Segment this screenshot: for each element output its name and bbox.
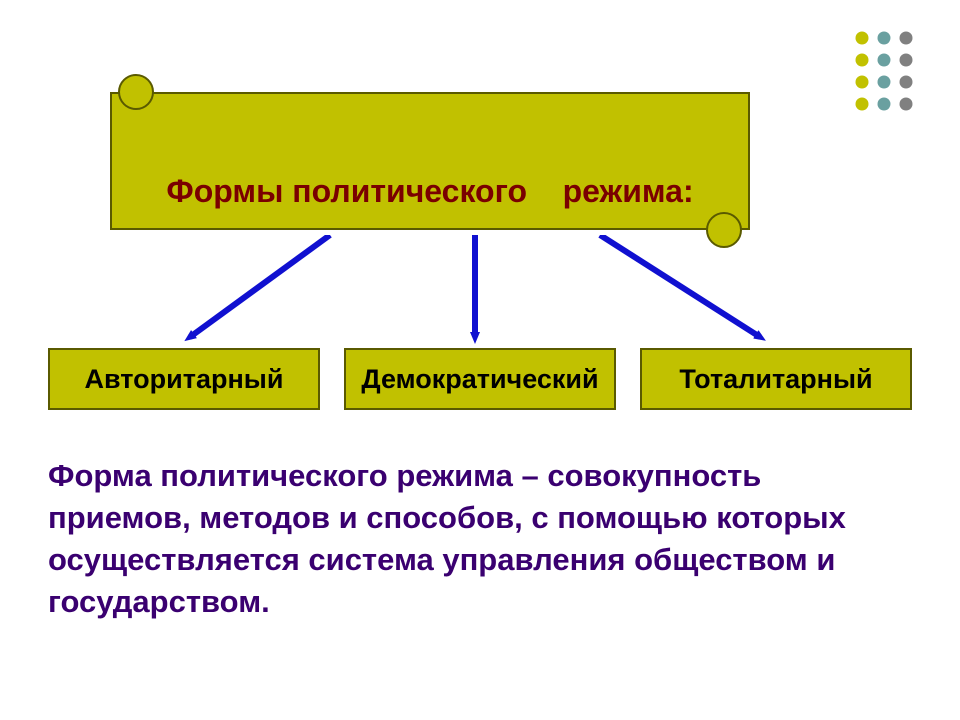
- box-democratic: Демократический: [344, 348, 616, 410]
- box-totalitarian: Тоталитарный: [640, 348, 912, 410]
- corner-dots-icon: [852, 28, 932, 128]
- scroll-curl-top-left-icon: [118, 74, 154, 110]
- box-label: Тоталитарный: [679, 364, 872, 395]
- definition-text: Форма политического режима – совокупност…: [48, 455, 912, 622]
- arrows-layer: [0, 235, 960, 355]
- box-label: Демократический: [361, 364, 598, 395]
- title-scroll-body: Формы политического режима:: [110, 92, 750, 230]
- diagram-title: Формы политического режима:: [166, 173, 693, 210]
- box-authoritarian: Авторитарный: [48, 348, 320, 410]
- category-boxes: Авторитарный Демократический Тоталитарны…: [48, 348, 912, 410]
- box-label: Авторитарный: [85, 364, 284, 395]
- title-scroll: Формы политического режима:: [110, 92, 750, 252]
